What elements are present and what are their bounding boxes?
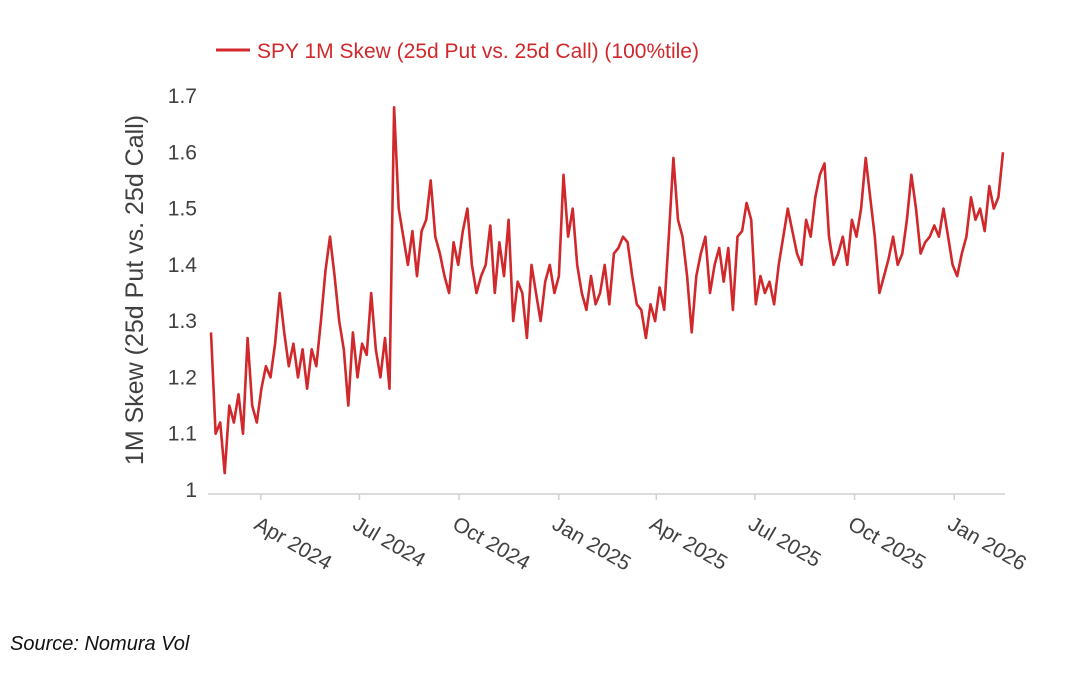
x-tick-label: Oct 2024 <box>449 512 535 575</box>
skew-line-chart: SPY 1M Skew (25d Put vs. 25d Call) (100%… <box>121 40 1030 576</box>
x-tick-label: Jul 2024 <box>349 512 430 572</box>
y-tick-label: 1.4 <box>168 254 198 277</box>
source-note: Source: Nomura Vol <box>10 633 190 655</box>
y-tick-label: 1.6 <box>168 141 197 164</box>
x-tick-label: Apr 2025 <box>646 512 731 575</box>
legend-label: SPY 1M Skew (25d Put vs. 25d Call) (100%… <box>257 40 699 63</box>
y-axis-title: 1M Skew (25d Put vs. 25d Call) <box>121 115 149 465</box>
x-tick-label: Jul 2025 <box>744 512 824 572</box>
x-tick-label: Jan 2025 <box>548 512 634 575</box>
y-tick-label: 1 <box>185 479 197 502</box>
x-tick-label: Apr 2024 <box>250 512 336 575</box>
y-tick-label: 1.3 <box>168 310 197 333</box>
y-tick-label: 1.2 <box>168 366 197 389</box>
y-tick-label: 1.1 <box>168 423 197 446</box>
series-line <box>209 106 1005 475</box>
x-tick-label: Oct 2025 <box>844 512 929 575</box>
y-tick-label: 1.7 <box>168 85 197 108</box>
y-tick-label: 1.5 <box>168 198 197 221</box>
legend: SPY 1M Skew (25d Put vs. 25d Call) (100%… <box>216 40 699 63</box>
x-tick-label: Jan 2026 <box>944 512 1030 575</box>
